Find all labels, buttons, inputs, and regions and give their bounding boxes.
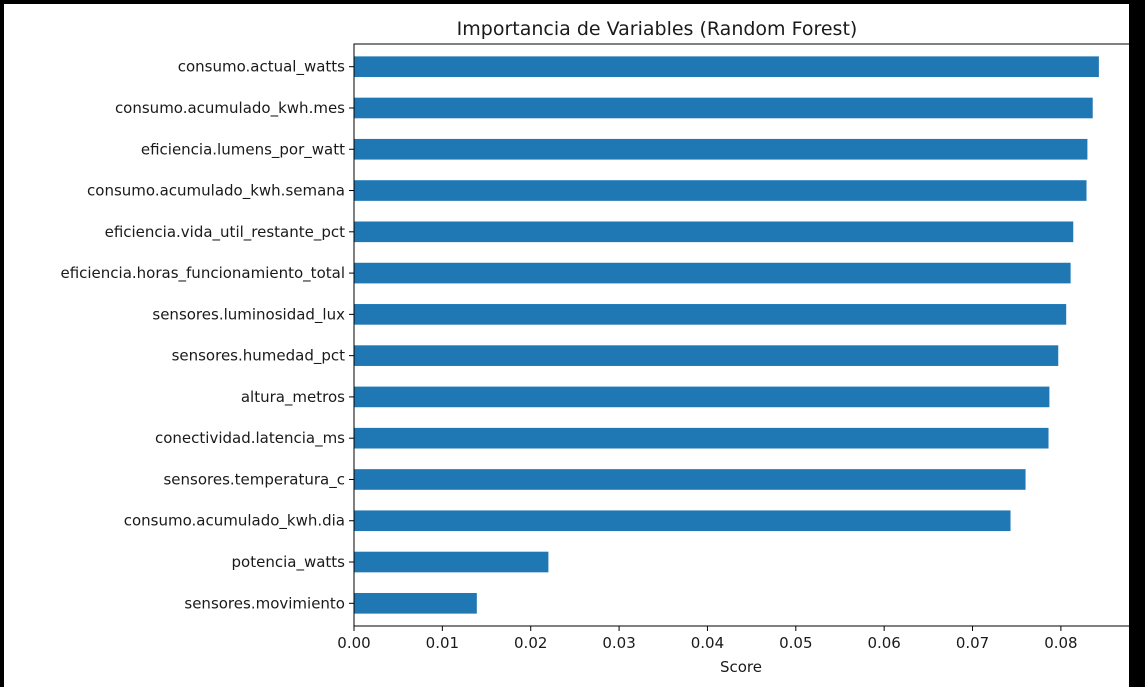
- bar-chart: Importancia de Variables (Random Forest)…: [60, 18, 1129, 676]
- x-tick-label: 0.07: [956, 634, 989, 652]
- y-tick-label: sensores.humedad_pct: [172, 347, 346, 366]
- y-tick-label: altura_metros: [241, 388, 345, 407]
- x-tick-label: 0.08: [1044, 634, 1077, 652]
- bar: [354, 551, 549, 573]
- bar: [354, 386, 1050, 408]
- x-tick-label: 0.02: [514, 634, 547, 652]
- x-tick-label: 0.04: [691, 634, 724, 652]
- y-tick-label: consumo.actual_watts: [178, 58, 345, 77]
- x-tick-label: 0.05: [779, 634, 812, 652]
- figure-panel: Importancia de Variables (Random Forest)…: [4, 4, 1129, 687]
- bar: [354, 304, 1067, 325]
- y-tick-label: eficiencia.horas_funcionamiento_total: [60, 264, 345, 283]
- x-axis-ticks: 0.00 0.01 0.02 0.03 0.04 0.05 0.06 0.07 0.08: [337, 626, 1078, 652]
- x-tick-label: 0.00: [337, 634, 370, 652]
- bar: [354, 138, 1088, 160]
- y-tick-label: conectividad.latencia_ms: [155, 429, 345, 448]
- plot-frame: [353, 43, 1129, 627]
- y-tick-label: sensores.luminosidad_lux: [152, 305, 345, 324]
- bar: [354, 592, 477, 614]
- y-tick-label: eficiencia.lumens_por_watt: [141, 140, 345, 159]
- y-tick-label: consumo.acumulado_kwh.semana: [87, 182, 345, 201]
- y-tick-label: consumo.acumulado_kwh.dia: [124, 512, 345, 531]
- y-tick-label: sensores.temperatura_c: [163, 470, 345, 489]
- chart-title: Importancia de Variables (Random Forest): [457, 18, 858, 40]
- y-tick-label: potencia_watts: [232, 553, 346, 572]
- y-tick-label: consumo.acumulado_kwh.mes: [115, 99, 345, 118]
- x-tick-label: 0.03: [602, 634, 635, 652]
- x-tick-label: 0.01: [426, 634, 459, 652]
- bar: [354, 510, 1011, 532]
- y-tick-labels: consumo.actual_watts consumo.acumulado_kw…: [60, 58, 354, 612]
- bar: [354, 262, 1071, 284]
- bar: [354, 97, 1093, 119]
- x-tick-label: 0.06: [867, 634, 900, 652]
- bar: [354, 56, 1099, 78]
- x-axis-label: Score: [720, 658, 762, 676]
- y-tick-label: sensores.movimiento: [184, 594, 345, 612]
- bar: [354, 345, 1059, 366]
- bar: [354, 221, 1074, 243]
- y-tick-label: eficiencia.vida_util_restante_pct: [105, 223, 346, 242]
- bars-layer: [354, 56, 1099, 614]
- bar: [354, 427, 1049, 449]
- bar: [354, 469, 1026, 490]
- bar: [354, 180, 1087, 201]
